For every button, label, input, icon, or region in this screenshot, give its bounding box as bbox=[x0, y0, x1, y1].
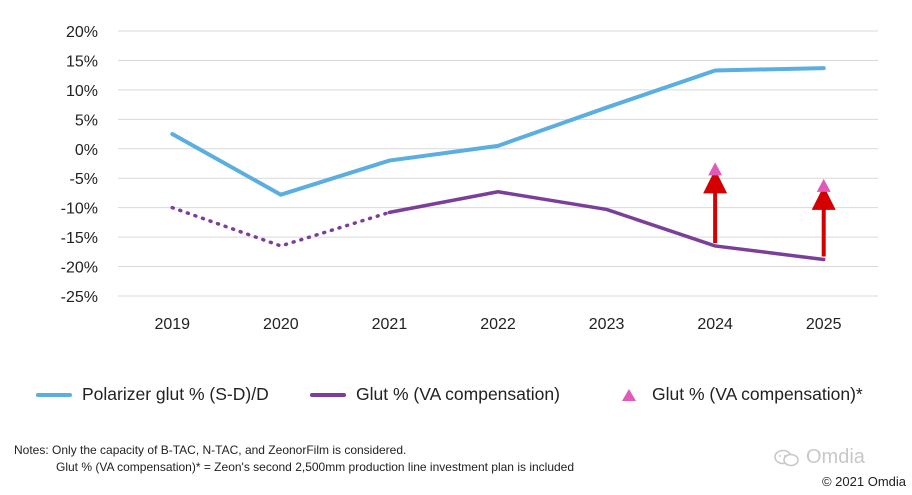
x-tick-label: 2021 bbox=[372, 316, 408, 333]
y-tick-label: -20% bbox=[61, 260, 98, 277]
triangle-markers bbox=[708, 162, 831, 192]
notes-line-2: Glut % (VA compensation)* = Zeon's secon… bbox=[56, 460, 575, 474]
y-tick-label: 15% bbox=[66, 53, 98, 70]
chat-bubbles-icon bbox=[774, 449, 799, 466]
watermark: Omdia bbox=[774, 446, 865, 469]
x-tick-label: 2020 bbox=[263, 316, 299, 333]
series-line-glut-va-solid bbox=[387, 190, 826, 262]
triangle-marker bbox=[816, 178, 831, 192]
legend-swatch-line bbox=[310, 392, 346, 397]
y-tick-label: -15% bbox=[61, 230, 98, 247]
series-lines bbox=[170, 66, 826, 262]
copyright: © 2021 Omdia bbox=[821, 474, 906, 489]
increase-arrows bbox=[703, 169, 836, 257]
legend: Polarizer glut % (S-D)/D Glut % (VA comp… bbox=[36, 384, 906, 410]
y-tick-label: -10% bbox=[61, 201, 98, 218]
line-chart: 20% 15% 10% 5% 0% -5% -10% -15% -20% -25% 2019 202… bbox=[61, 24, 878, 333]
y-tick-label: 10% bbox=[66, 83, 98, 100]
legend-label: Polarizer glut % (S-D)/D bbox=[82, 384, 269, 404]
legend-label: Glut % (VA compensation)* bbox=[652, 384, 863, 404]
legend-swatch-line bbox=[36, 392, 72, 397]
y-tick-label: 20% bbox=[66, 24, 98, 41]
legend-item-glut-va-star: Glut % (VA compensation)* bbox=[622, 384, 863, 405]
series-line-polarizer-glut bbox=[170, 66, 826, 197]
y-tick-label: 5% bbox=[75, 112, 98, 129]
x-tick-label: 2025 bbox=[806, 316, 842, 333]
watermark-text: Omdia bbox=[806, 446, 865, 468]
legend-label: Glut % (VA compensation) bbox=[356, 384, 560, 404]
y-tick-label: -25% bbox=[61, 289, 98, 306]
legend-item-polarizer-glut: Polarizer glut % (S-D)/D bbox=[36, 384, 269, 405]
y-tick-label: -5% bbox=[70, 171, 98, 188]
notes: Notes: Only the capacity of B-TAC, N-TAC… bbox=[14, 442, 574, 476]
y-axis-ticks: 20% 15% 10% 5% 0% -5% -10% -15% -20% -25% bbox=[61, 24, 98, 306]
x-tick-label: 2024 bbox=[697, 316, 733, 333]
triangle-marker bbox=[708, 162, 723, 176]
series-line-glut-va-dotted bbox=[170, 205, 392, 248]
notes-line-1: Notes: Only the capacity of B-TAC, N-TAC… bbox=[14, 443, 407, 457]
x-tick-label: 2023 bbox=[589, 316, 625, 333]
x-tick-label: 2019 bbox=[154, 316, 190, 333]
x-tick-label: 2022 bbox=[480, 316, 516, 333]
gridlines bbox=[118, 30, 878, 297]
y-tick-label: 0% bbox=[75, 142, 98, 159]
legend-swatch-triangle bbox=[622, 388, 636, 401]
x-axis-ticks: 2019 2020 2021 2022 2023 2024 2025 bbox=[154, 316, 841, 333]
legend-item-glut-va: Glut % (VA compensation) bbox=[310, 384, 560, 405]
